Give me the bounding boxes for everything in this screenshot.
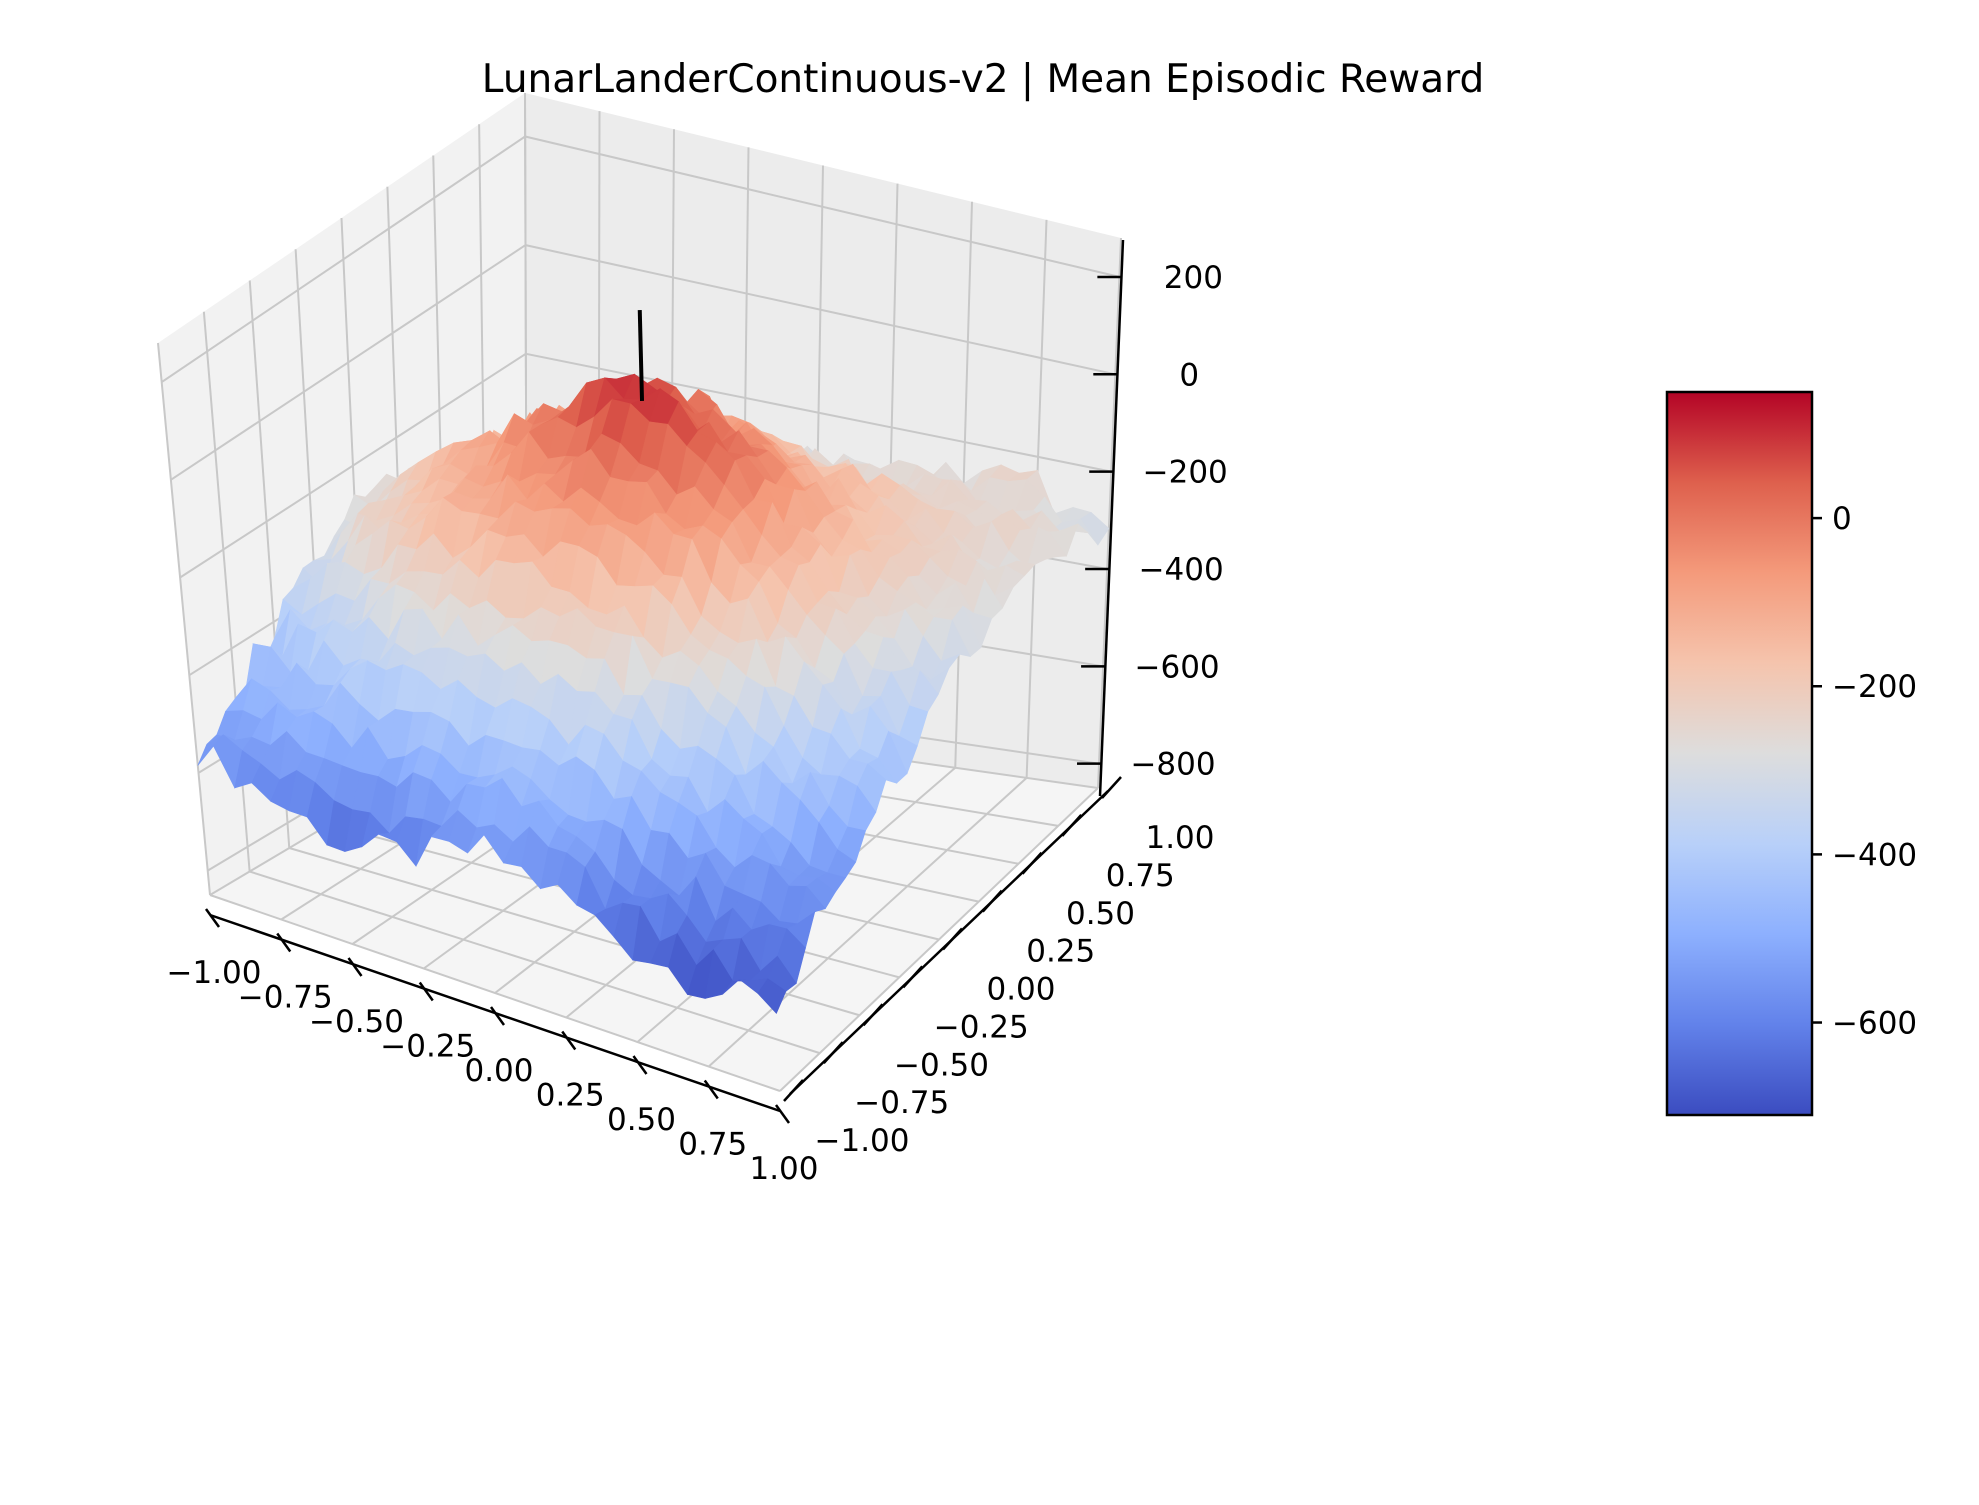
wall-grid-line bbox=[161, 135, 1120, 383]
reward-surface bbox=[197, 373, 1110, 1015]
x-tick bbox=[774, 1104, 791, 1124]
y-tick-label: 0.50 bbox=[1066, 896, 1135, 932]
x-tick bbox=[204, 908, 221, 928]
axis-lines-and-ticks: −1.00−0.75−0.50−0.250.000.250.500.751.00… bbox=[167, 239, 1228, 1187]
colorbar-tick-label: −200 bbox=[1832, 669, 1917, 705]
wall-grid-line bbox=[170, 244, 1116, 481]
y-tick-label: −0.50 bbox=[894, 1047, 989, 1083]
wall-grid-line bbox=[179, 352, 1112, 579]
z-tick-label: −400 bbox=[1139, 552, 1224, 588]
x-tick bbox=[632, 1055, 648, 1075]
x-tick bbox=[347, 957, 363, 977]
floor-grid-line bbox=[249, 870, 821, 1055]
z-axis-line bbox=[1098, 239, 1125, 797]
y-tick-label: 0.25 bbox=[1026, 934, 1095, 970]
back-grid-line bbox=[1097, 237, 1122, 789]
y-tick-label: 0.75 bbox=[1106, 858, 1175, 894]
x-tick-label: 1.00 bbox=[749, 1151, 818, 1187]
floor-grid-line bbox=[209, 894, 781, 1092]
chart-title: LunarLanderContinuous-v2 | Mean Episodic… bbox=[482, 57, 1484, 102]
x-tick-label: 0.00 bbox=[464, 1053, 533, 1089]
x-tick-label: 0.25 bbox=[536, 1078, 605, 1114]
center-marker-upper bbox=[637, 310, 645, 401]
y-tick-label: 0.00 bbox=[986, 972, 1055, 1008]
y-tick bbox=[1101, 776, 1122, 799]
surface-facet bbox=[757, 978, 787, 1015]
x-tick-label: −0.25 bbox=[380, 1029, 475, 1065]
x-tick-label: −0.75 bbox=[238, 980, 333, 1016]
y-tick bbox=[822, 1041, 844, 1064]
colorbar-tick-label: −400 bbox=[1832, 837, 1917, 873]
y-tick bbox=[942, 927, 963, 951]
x-tick bbox=[418, 981, 434, 1002]
colorbar-bar bbox=[1665, 390, 1814, 1117]
y-tick bbox=[902, 965, 924, 989]
colorbar-tick-label: −600 bbox=[1832, 1006, 1917, 1042]
y-tick bbox=[1061, 814, 1083, 837]
colorbar-tick-label: 0 bbox=[1832, 501, 1852, 537]
y-tick bbox=[862, 1003, 884, 1027]
z-tick-label: −800 bbox=[1130, 747, 1215, 783]
y-tick bbox=[1021, 851, 1043, 875]
x-tick bbox=[561, 1030, 577, 1051]
y-tick-label: −0.25 bbox=[934, 1009, 1029, 1045]
x-tick-label: 0.75 bbox=[678, 1127, 747, 1163]
z-tick-label: 0 bbox=[1179, 357, 1199, 393]
z-tick-label: −200 bbox=[1143, 455, 1228, 491]
z-tick-label: 200 bbox=[1164, 260, 1223, 296]
x-tick bbox=[703, 1079, 719, 1100]
y-tick-label: −1.00 bbox=[815, 1123, 910, 1159]
y-tick bbox=[981, 889, 1003, 913]
y-tick-label: 1.00 bbox=[1145, 820, 1214, 856]
y-tick bbox=[783, 1079, 804, 1102]
x-tick-label: −1.00 bbox=[167, 955, 262, 991]
z-tick-label: −600 bbox=[1135, 649, 1220, 685]
y-tick-label: −0.75 bbox=[854, 1085, 949, 1121]
center-marker-line-upper bbox=[637, 310, 645, 401]
x-tick-label: −0.50 bbox=[309, 1004, 404, 1040]
colorbar: −600 −400 −200 0 bbox=[1665, 390, 1917, 1117]
x-tick bbox=[276, 932, 292, 953]
left-grid-line bbox=[157, 342, 211, 896]
x-tick bbox=[489, 1006, 506, 1026]
x-tick-label: 0.50 bbox=[607, 1102, 676, 1138]
